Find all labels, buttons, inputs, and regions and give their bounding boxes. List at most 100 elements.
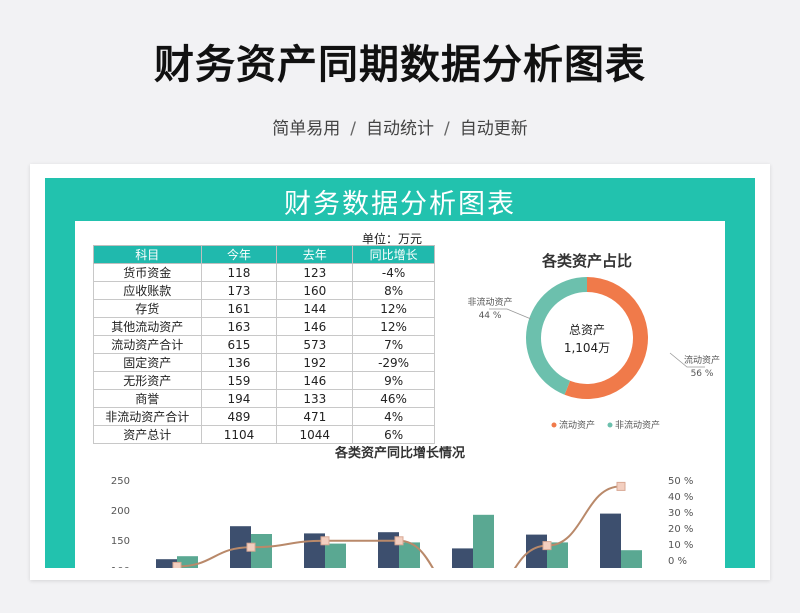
asset-share-chart: 各类资产占比 总资产 1,104万 流动资产 56 % 非流动资产 44 % 流动资产 非流动资… (435, 241, 725, 441)
value-cell[interactable]: 471 (276, 407, 354, 426)
spreadsheet-frame: 财务数据分析图表 单位：万元 科目 今年 去年 同比增长 货币资金 118 123-… (45, 178, 755, 568)
value-cell[interactable]: 1104 (200, 425, 278, 444)
value-cell[interactable]: 146 (276, 371, 354, 390)
value-cell[interactable]: 173 (200, 281, 278, 300)
value-cell[interactable]: 123 (276, 263, 354, 282)
bar-last-year (621, 550, 642, 568)
table-row: 货币资金 118 123 -4% (93, 263, 435, 282)
bar-last-year (399, 542, 420, 568)
table-row: 商誉 194 133 46% (93, 389, 435, 408)
bar-chart-title: 各类资产同比增长情况 (334, 446, 465, 461)
donut-center-label: 总资产 (569, 323, 605, 337)
row-label-cell[interactable]: 其他流动资产 (93, 317, 202, 336)
y2-tick-label: 0 % (668, 556, 687, 567)
value-cell[interactable]: 8% (352, 281, 435, 300)
y2-tick-label: 40 % (668, 492, 693, 503)
value-cell[interactable]: 161 (200, 299, 278, 318)
growth-point (320, 536, 330, 546)
value-cell[interactable]: 489 (200, 407, 278, 426)
bar-this-year (452, 548, 473, 568)
subtitle-separator: / (444, 119, 450, 139)
value-cell[interactable]: 46% (352, 389, 435, 408)
row-label-cell[interactable]: 无形资产 (93, 371, 202, 390)
bar-last-year (473, 514, 494, 568)
row-label-cell[interactable]: 商誉 (93, 389, 202, 408)
value-cell[interactable]: 194 (200, 389, 278, 408)
value-cell[interactable]: 146 (276, 317, 354, 336)
page-title: 财务资产同期数据分析图表 (154, 42, 646, 88)
y-tick-label: 150 (111, 536, 130, 547)
row-label-cell[interactable]: 固定资产 (93, 353, 202, 372)
slice-name-noncurrent: 非流动资产 (467, 296, 512, 308)
table-row: 非流动资产合计 489 471 4% (93, 407, 435, 426)
slice-percent-current: 56 % (691, 369, 714, 379)
value-cell[interactable]: 573 (276, 335, 354, 354)
table-row: 无形资产 159 146 9% (93, 371, 435, 390)
legend-label-noncurrent: 非流动资产 (615, 419, 660, 431)
donut-slice-current (564, 277, 648, 399)
value-cell[interactable]: -4% (352, 263, 435, 282)
growth-chart: 各类资产同比增长情况 250 200 150 100 50 % 40 % 30 % 20 % 10… (75, 445, 725, 568)
value-cell[interactable]: 160 (276, 281, 354, 300)
bar-svg: 各类资产同比增长情况 250 200 150 100 50 % 40 % 30 % 20 % 10… (111, 445, 693, 568)
value-cell[interactable]: 192 (276, 353, 354, 372)
table-row: 其他流动资产 163 146 12% (93, 317, 435, 336)
slice-name-current: 流动资产 (684, 354, 720, 366)
y2-tick-label: 10 % (668, 540, 693, 551)
value-cell[interactable]: 7% (352, 335, 435, 354)
column-header: 科目 (93, 245, 202, 264)
value-cell[interactable]: 118 (200, 263, 278, 282)
leader-line-noncurrent (489, 308, 532, 320)
sheet-body: 单位：万元 科目 今年 去年 同比增长 货币资金 118 123 -4% 应收账款 173… (75, 221, 725, 568)
table-row: 应收账款 173 160 8% (93, 281, 435, 300)
donut-center-value: 1,104万 (564, 341, 610, 355)
value-cell[interactable]: 12% (352, 299, 435, 318)
growth-point (616, 481, 626, 491)
value-cell[interactable]: 163 (200, 317, 278, 336)
subtitle-item-easy: 简单易用 (272, 119, 341, 139)
table-row: 资产总计 1104 1044 6% (93, 425, 435, 444)
asset-table: 科目 今年 去年 同比增长 货币资金 118 123 -4% 应收账款 173 160 8% 存… (93, 245, 435, 444)
value-cell[interactable]: 159 (200, 371, 278, 390)
value-cell[interactable]: 4% (352, 407, 435, 426)
bar-last-year (547, 542, 568, 568)
row-label-cell[interactable]: 资产总计 (93, 425, 202, 444)
growth-point (394, 536, 404, 546)
subtitle-item-auto-stats: 自动统计 (366, 119, 434, 139)
growth-point (542, 541, 552, 551)
value-cell[interactable]: 9% (352, 371, 435, 390)
bar-this-year (600, 513, 621, 568)
value-cell[interactable]: 12% (352, 317, 435, 336)
value-cell[interactable]: 615 (200, 335, 278, 354)
bar-this-year (156, 559, 177, 568)
value-cell[interactable]: -29% (352, 353, 435, 372)
row-label-cell[interactable]: 存货 (93, 299, 202, 318)
value-cell[interactable]: 136 (200, 353, 278, 372)
y2-tick-label: 20 % (668, 524, 693, 535)
row-label-cell[interactable]: 货币资金 (93, 263, 202, 282)
bar-last-year (251, 534, 272, 568)
column-header: 去年 (276, 245, 354, 264)
growth-point (172, 561, 182, 568)
bar-last-year (325, 543, 346, 568)
legend-label-current: 流动资产 (559, 419, 595, 431)
leader-line-current (669, 352, 705, 368)
growth-point (246, 542, 256, 552)
y-tick-label: 100 (111, 566, 130, 568)
table-header-row: 科目 今年 去年 同比增长 (93, 245, 435, 264)
value-cell[interactable]: 1044 (276, 425, 354, 444)
row-label-cell[interactable]: 应收账款 (93, 281, 202, 300)
subtitle-item-auto-update: 自动更新 (459, 119, 528, 139)
row-label-cell[interactable]: 流动资产合计 (93, 335, 202, 354)
y-tick-label: 250 (111, 476, 130, 487)
column-header: 同比增长 (352, 245, 435, 264)
value-cell[interactable]: 144 (276, 299, 354, 318)
table-body: 货币资金 118 123 -4% 应收账款 173 160 8% 存货 161 144 12% 其他流动… (93, 263, 435, 444)
bar-last-year (177, 556, 198, 568)
value-cell[interactable]: 6% (352, 425, 435, 444)
value-cell[interactable]: 133 (276, 389, 354, 408)
row-label-cell[interactable]: 非流动资产合计 (93, 407, 202, 426)
sheet-title: 财务数据分析图表 (284, 189, 516, 220)
table-row: 固定资产 136 192 -29% (93, 353, 435, 372)
